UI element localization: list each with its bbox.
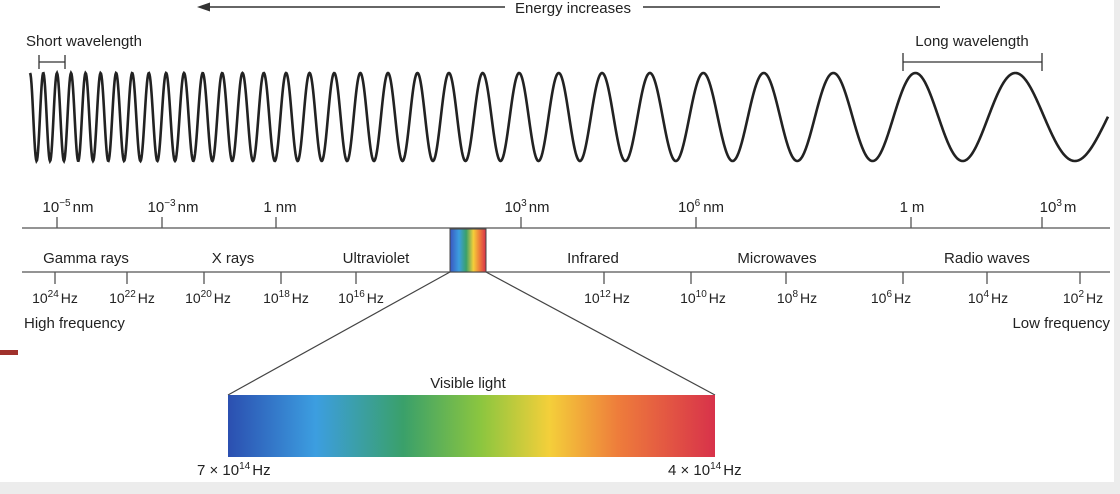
low-frequency-label: Low frequency bbox=[1012, 315, 1110, 332]
frequency-label: 1020 Hz bbox=[185, 289, 231, 306]
frequency-label: 104 Hz bbox=[968, 289, 1008, 306]
wavelength-label: 1 nm bbox=[263, 199, 296, 216]
frequency-label: 102 Hz bbox=[1063, 289, 1103, 306]
frequency-label: 1022 Hz bbox=[109, 289, 155, 306]
band-label-microwaves: Microwaves bbox=[737, 250, 816, 267]
diagram-canvas: Energy increases Short wavelength Long w… bbox=[0, 0, 1114, 482]
energy-label: Energy increases bbox=[515, 0, 631, 17]
long-wavelength-bracket bbox=[902, 53, 1043, 71]
band-label-radio: Radio waves bbox=[944, 250, 1030, 267]
frequency-label: 1016 Hz bbox=[338, 289, 384, 306]
energy-arrow: Energy increases bbox=[197, 0, 940, 17]
band-ruler bbox=[22, 271, 1110, 284]
long-wavelength-label: Long wavelength bbox=[915, 33, 1028, 50]
accent-bar bbox=[0, 350, 18, 355]
short-wavelength-bracket bbox=[38, 55, 66, 69]
frequency-label: 1018 Hz bbox=[263, 289, 309, 306]
frequency-label: 1024 Hz bbox=[32, 289, 78, 306]
band-label-ultraviolet: Ultraviolet bbox=[343, 250, 411, 267]
wavelength-label: 10−5 nm bbox=[43, 198, 94, 216]
frequency-label: 1012 Hz bbox=[584, 289, 630, 306]
band-label-gamma: Gamma rays bbox=[43, 250, 129, 267]
visible-spectrum-bar bbox=[228, 395, 715, 457]
high-frequency-label: High frequency bbox=[24, 315, 125, 332]
visible-band-mini bbox=[449, 228, 487, 273]
visible-light-label: Visible light bbox=[430, 375, 506, 392]
wavelength-label: 10−3 nm bbox=[148, 198, 199, 216]
visible-expansion-lines bbox=[227, 271, 716, 396]
frequency-label: 1010 Hz bbox=[680, 289, 726, 306]
frequency-label: 108 Hz bbox=[777, 289, 817, 306]
visible-max-frequency: 4 × 1014 Hz bbox=[668, 461, 742, 479]
wavelength-label: 103 m bbox=[1040, 198, 1077, 216]
wavelength-wave bbox=[28, 69, 1110, 165]
visible-min-frequency: 7 × 1014 Hz bbox=[197, 461, 271, 479]
wavelength-label: 106 nm bbox=[678, 198, 724, 216]
band-label-infrared: Infrared bbox=[567, 250, 619, 267]
wavelength-label: 103 nm bbox=[504, 198, 549, 216]
band-label-xray: X rays bbox=[212, 250, 255, 267]
short-wavelength-label: Short wavelength bbox=[26, 33, 142, 50]
em-spectrum-diagram: Energy increases Short wavelength Long w… bbox=[0, 0, 1110, 479]
frequency-label: 106 Hz bbox=[871, 289, 911, 306]
wavelength-ruler bbox=[22, 217, 1110, 229]
